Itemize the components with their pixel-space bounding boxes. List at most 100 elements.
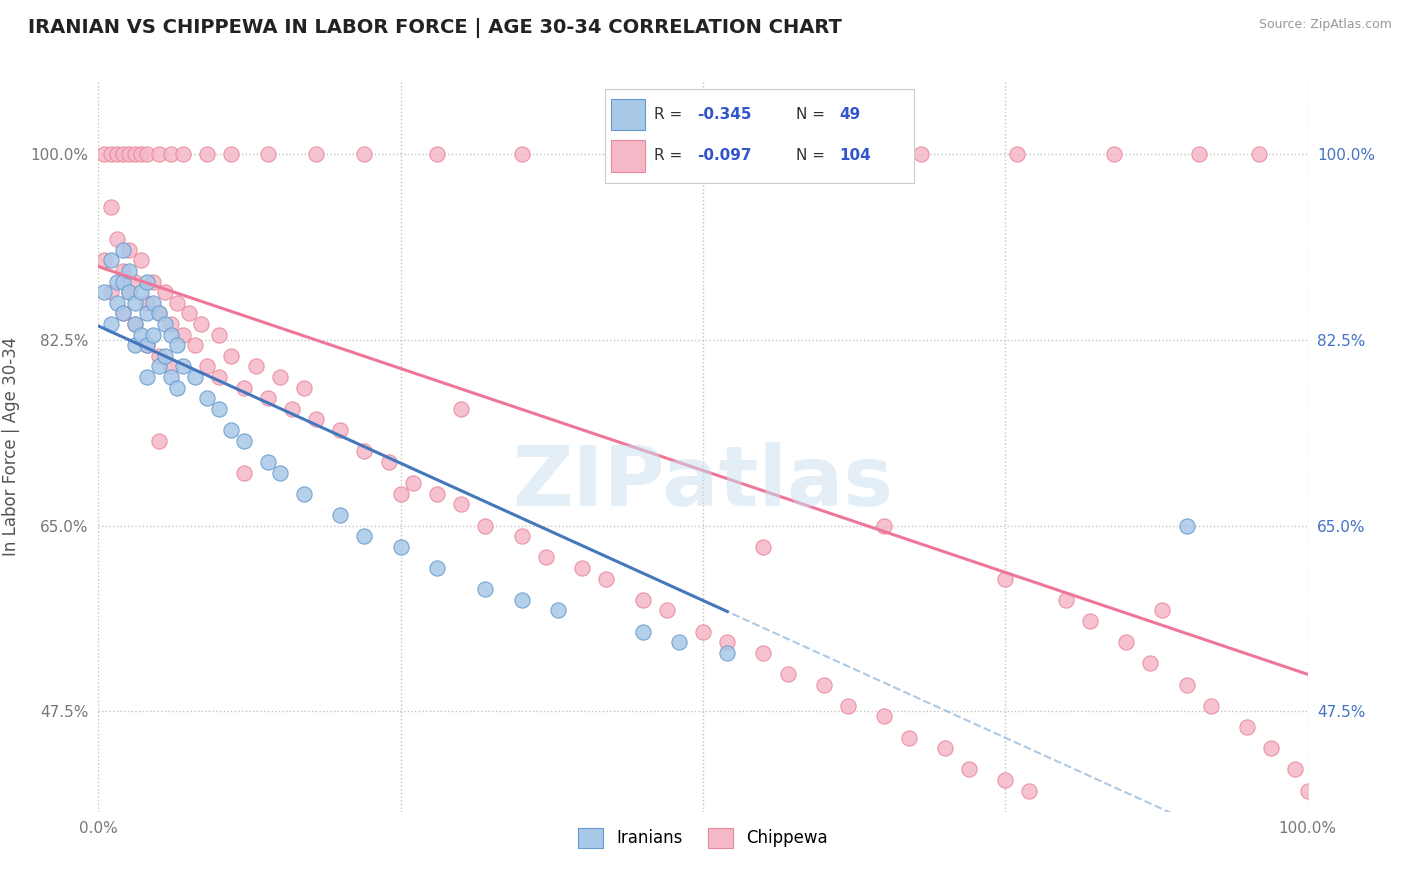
Point (118, 285, 141, 300)
Point (148, 147, 170, 161)
Point (1018, 783, 1040, 797)
Point (668, 635, 690, 649)
Point (100, 147, 122, 161)
Point (111, 306, 134, 320)
Point (142, 275, 165, 289)
Point (118, 264, 141, 278)
Point (135, 296, 157, 310)
Y-axis label: In Labor Force | Age 30-34: In Labor Force | Age 30-34 (1, 336, 20, 556)
Point (166, 296, 188, 310)
Point (142, 296, 165, 310)
Point (292, 381, 315, 395)
Point (172, 359, 194, 374)
Point (692, 624, 714, 639)
Point (129, 253, 152, 268)
Point (160, 147, 183, 161)
Point (329, 423, 352, 437)
Point (897, 731, 920, 745)
Point (129, 285, 152, 300)
Point (1284, 762, 1306, 776)
Point (813, 677, 835, 691)
Point (256, 147, 278, 161)
Text: 49: 49 (839, 107, 860, 122)
Point (129, 147, 152, 161)
Point (377, 455, 399, 469)
Point (166, 381, 188, 395)
Text: R =: R = (654, 148, 688, 163)
Point (353, 444, 375, 458)
Point (329, 508, 352, 522)
Point (172, 147, 194, 161)
Point (135, 306, 157, 320)
Point (1139, 657, 1161, 671)
Point (1249, 147, 1271, 161)
Text: N =: N = (796, 148, 830, 163)
Point (510, 529, 533, 543)
Point (148, 434, 170, 448)
Point (118, 285, 141, 300)
Point (184, 370, 207, 384)
Text: ZIPatlas: ZIPatlas (513, 442, 893, 523)
Point (105, 147, 128, 161)
Point (450, 497, 472, 511)
Point (716, 635, 738, 649)
Text: -0.097: -0.097 (697, 148, 752, 163)
Point (124, 275, 146, 289)
Point (148, 306, 170, 320)
Point (716, 147, 738, 161)
Point (153, 285, 176, 300)
Point (631, 592, 654, 607)
Point (994, 772, 1017, 787)
Point (100, 201, 122, 215)
Point (124, 338, 146, 352)
Point (353, 147, 375, 161)
Point (837, 698, 859, 713)
Point (245, 359, 267, 374)
Point (752, 646, 775, 660)
Point (135, 275, 157, 289)
Point (135, 338, 157, 352)
Point (994, 572, 1017, 586)
Point (353, 529, 375, 543)
Point (292, 486, 315, 500)
Bar (610, 98, 645, 130)
Point (1199, 698, 1222, 713)
Point (595, 572, 617, 586)
Point (124, 296, 146, 310)
Point (1260, 741, 1282, 756)
Point (153, 317, 176, 331)
Point (148, 306, 170, 320)
Point (232, 434, 254, 448)
Point (105, 275, 128, 289)
Text: IRANIAN VS CHIPPEWA IN LABOR FORCE | AGE 30-34 CORRELATION CHART: IRANIAN VS CHIPPEWA IN LABOR FORCE | AGE… (28, 18, 842, 37)
Point (124, 317, 146, 331)
Text: R =: R = (654, 107, 688, 122)
Point (172, 327, 194, 342)
Point (269, 370, 291, 384)
Point (111, 147, 134, 161)
Point (135, 338, 157, 352)
Point (305, 412, 328, 426)
Point (135, 370, 157, 384)
Point (100, 317, 122, 331)
Point (752, 540, 775, 554)
Text: 104: 104 (839, 148, 872, 163)
Legend: Iranians, Chippewa: Iranians, Chippewa (571, 821, 835, 855)
Point (111, 243, 134, 257)
Point (426, 147, 449, 161)
Point (111, 264, 134, 278)
Point (547, 603, 569, 617)
Point (934, 741, 956, 756)
Point (208, 401, 231, 416)
Point (655, 603, 678, 617)
Point (281, 401, 304, 416)
Point (1188, 147, 1211, 161)
Point (124, 147, 146, 161)
Point (873, 518, 896, 533)
Point (166, 338, 188, 352)
Point (402, 476, 425, 491)
Point (208, 370, 231, 384)
Point (426, 561, 449, 575)
Point (631, 624, 654, 639)
Bar (610, 140, 645, 171)
